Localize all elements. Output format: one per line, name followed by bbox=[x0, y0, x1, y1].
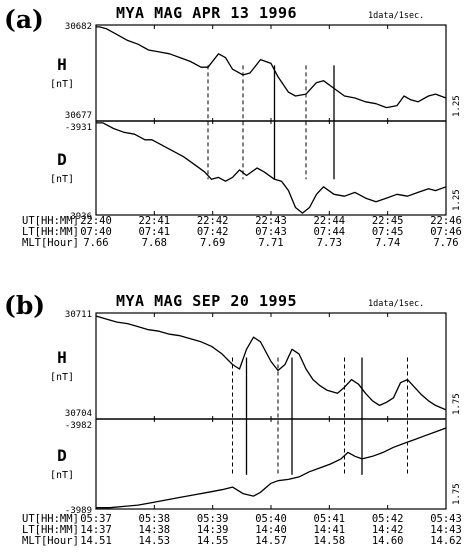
axis-tick-label: 07:44 bbox=[314, 226, 346, 238]
axis-tick-label: 22:42 bbox=[197, 215, 229, 227]
d-series-line bbox=[96, 427, 447, 509]
d-unit-label: [nT] bbox=[50, 174, 74, 185]
chart-title: MYA MAG SEP 20 1995 bbox=[116, 292, 297, 310]
axis-tick-label: 05:38 bbox=[139, 513, 171, 525]
axis-tick-label: 07:42 bbox=[197, 226, 229, 238]
axis-tick-label: 22:45 bbox=[372, 215, 404, 227]
axis-tick-label: 07:40 bbox=[80, 226, 112, 238]
axis-tick-label: 22:43 bbox=[255, 215, 287, 227]
h-scale-label: 1.75 bbox=[452, 393, 462, 415]
axis-tick-label: 7.69 bbox=[200, 237, 225, 249]
axis-tick-label: 14:42 bbox=[372, 524, 404, 536]
axis-tick-label: 07:43 bbox=[255, 226, 287, 238]
axis-tick-label: 14:40 bbox=[255, 524, 287, 536]
axis-tick-label: 05:37 bbox=[80, 513, 112, 525]
axis-tick-label: 05:43 bbox=[430, 513, 462, 525]
d-ymax-label: -3982 bbox=[65, 421, 92, 431]
panel-a: (a) MYA MAG APR 13 1996 1data/1sec. 30682 30… bbox=[4, 4, 462, 249]
axis-tick-label: 14.51 bbox=[80, 535, 112, 547]
axis-tick-label: 07:45 bbox=[372, 226, 404, 238]
axis-row-label: LT[HH:MM] bbox=[22, 226, 79, 238]
axis-tick-label: 7.66 bbox=[83, 237, 108, 249]
h-component-label: H bbox=[57, 348, 67, 367]
d-ymin-label: -3936 bbox=[65, 212, 92, 222]
axis-tick-label: 14.53 bbox=[139, 535, 171, 547]
axis-tick-label: 22:40 bbox=[80, 215, 112, 227]
d-unit-label: [nT] bbox=[50, 470, 74, 481]
axis-tick-label: 05:41 bbox=[314, 513, 346, 525]
h-series-line bbox=[95, 315, 447, 411]
axis-tick-label: 05:40 bbox=[255, 513, 287, 525]
axis-row-label: LT[HH:MM] bbox=[22, 524, 79, 536]
axis-tick-label: 7.71 bbox=[258, 237, 283, 249]
h-scale-label: 1.25 bbox=[452, 95, 462, 117]
axis-tick-label: 05:39 bbox=[197, 513, 229, 525]
axis-tick-label: 22:41 bbox=[139, 215, 171, 227]
h-ymax-label: 30682 bbox=[65, 22, 92, 32]
axis-tick-label: 07:41 bbox=[139, 226, 171, 238]
axis-tick-label: 7.73 bbox=[317, 237, 342, 249]
axis-tick-label: 14.60 bbox=[372, 535, 404, 547]
axis-row-label: UT[HH:MM] bbox=[22, 215, 79, 227]
axis-tick-label: 14:39 bbox=[197, 524, 229, 536]
axis-tick-label: 05:42 bbox=[372, 513, 404, 525]
axis-tick-label: 7.76 bbox=[433, 237, 458, 249]
d-ymin-label: -3989 bbox=[65, 506, 92, 516]
axis-tick-label: 07:46 bbox=[430, 226, 462, 238]
d-ymax-label: -3931 bbox=[65, 123, 92, 133]
panel-label: (b) bbox=[4, 291, 45, 320]
axis-tick-label: 7.68 bbox=[142, 237, 167, 249]
axis-row-label: MLT[Hour] bbox=[22, 535, 79, 547]
h-component-label: H bbox=[57, 55, 67, 74]
panel-b: (b) MYA MAG SEP 20 1995 1data/1sec. 30711 30… bbox=[4, 291, 462, 547]
sampling-rate-label: 1data/1sec. bbox=[368, 11, 424, 21]
d-component-label: D bbox=[57, 150, 67, 169]
axis-tick-label: 14.58 bbox=[314, 535, 346, 547]
axis-tick-label: 14.62 bbox=[430, 535, 462, 547]
h-ymin-label: 30677 bbox=[65, 111, 92, 121]
h-ymax-label: 30711 bbox=[65, 310, 92, 320]
axis-tick-label: 7.74 bbox=[375, 237, 400, 249]
sampling-rate-label: 1data/1sec. bbox=[368, 299, 424, 309]
d-component-label: D bbox=[57, 446, 67, 465]
axis-tick-label: 14:43 bbox=[430, 524, 462, 536]
axis-tick-label: 14.57 bbox=[255, 535, 287, 547]
h-series-line bbox=[96, 26, 447, 109]
plot-frame bbox=[95, 312, 447, 510]
axis-row-label: MLT[Hour] bbox=[22, 237, 79, 249]
axis-tick-label: 22:44 bbox=[314, 215, 346, 227]
d-scale-label: 1.75 bbox=[452, 483, 462, 505]
h-ymin-label: 30704 bbox=[65, 409, 92, 419]
d-scale-label: 1.25 bbox=[452, 189, 462, 211]
axis-tick-label: 14:41 bbox=[314, 524, 346, 536]
h-unit-label: [nT] bbox=[50, 372, 74, 383]
axis-tick-label: 14:38 bbox=[139, 524, 171, 536]
axis-tick-label: 14.55 bbox=[197, 535, 229, 547]
h-unit-label: [nT] bbox=[50, 79, 74, 90]
axis-row-label: UT[HH:MM] bbox=[22, 513, 79, 525]
chart-title: MYA MAG APR 13 1996 bbox=[116, 4, 297, 22]
axis-tick-label: 22:46 bbox=[430, 215, 462, 227]
panel-label: (a) bbox=[4, 5, 44, 34]
axis-tick-label: 14:37 bbox=[80, 524, 112, 536]
d-series-line bbox=[96, 122, 447, 214]
